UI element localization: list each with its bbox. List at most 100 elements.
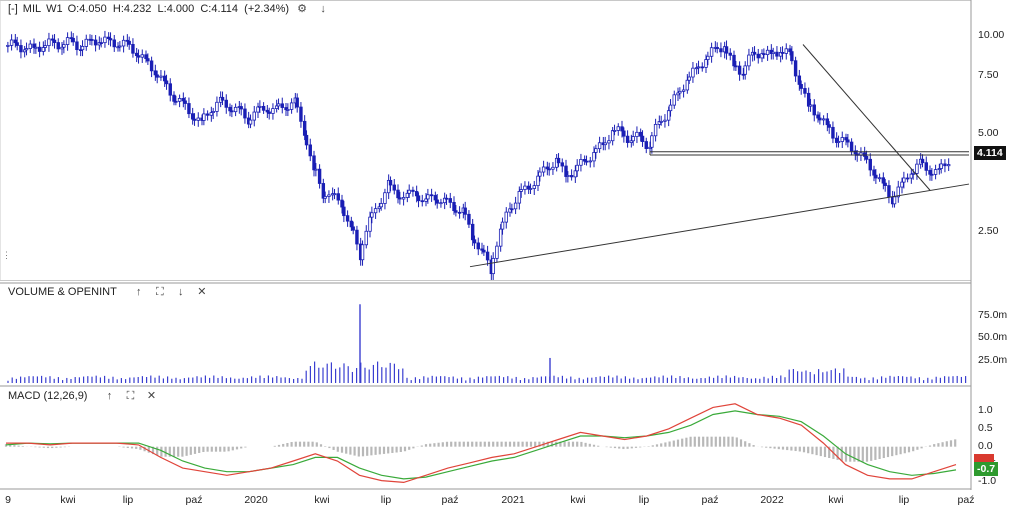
candle-body bbox=[386, 179, 391, 194]
candle-body bbox=[332, 193, 337, 196]
macd-lines bbox=[5, 403, 957, 484]
candle-body bbox=[136, 55, 141, 58]
candle-body bbox=[806, 92, 811, 107]
candle-body bbox=[844, 137, 848, 141]
candle-body bbox=[349, 220, 354, 228]
time-tick-label: 9 bbox=[5, 494, 11, 506]
candle-body bbox=[202, 113, 206, 121]
time-tick-label: kwi bbox=[828, 494, 844, 506]
candle-body bbox=[900, 181, 904, 188]
candle-body bbox=[153, 70, 158, 76]
candle-body bbox=[676, 92, 680, 96]
candle-body bbox=[215, 101, 219, 112]
gear-icon[interactable]: ⚙ bbox=[297, 3, 308, 15]
candle-body bbox=[71, 37, 75, 43]
candle-body bbox=[864, 155, 869, 160]
candle-body bbox=[168, 83, 172, 96]
candle-body bbox=[433, 195, 438, 201]
candle-body bbox=[183, 100, 187, 104]
time-tick-label: 2021 bbox=[501, 494, 525, 506]
maximize-icon[interactable]: ⛶ bbox=[126, 390, 135, 402]
candle-body bbox=[220, 96, 225, 101]
price-tick-label: 5.00 bbox=[978, 126, 999, 139]
candle-body bbox=[760, 53, 764, 59]
candle-body bbox=[274, 105, 279, 109]
candle-body bbox=[892, 196, 897, 205]
candle-body bbox=[685, 79, 690, 91]
candle-body bbox=[612, 130, 617, 132]
candle-body bbox=[22, 49, 27, 53]
candle-body bbox=[808, 104, 813, 107]
candle-body bbox=[233, 106, 238, 113]
candle-body bbox=[741, 73, 746, 76]
candle-body bbox=[582, 159, 587, 162]
candle-body bbox=[747, 54, 751, 67]
candle-body bbox=[629, 140, 634, 143]
candle-body bbox=[704, 59, 708, 68]
interval-label[interactable]: W1 bbox=[46, 3, 63, 15]
candle-body bbox=[239, 106, 243, 110]
candle-body bbox=[407, 189, 411, 194]
candle-body bbox=[564, 165, 568, 177]
time-tick-label: kwi bbox=[60, 494, 76, 506]
candle-body bbox=[687, 76, 691, 81]
candle-body bbox=[840, 137, 844, 142]
candle-body bbox=[373, 208, 378, 214]
candle-body bbox=[517, 190, 522, 204]
arrow-down-icon[interactable]: ↓ bbox=[320, 3, 326, 15]
candle-body bbox=[485, 251, 490, 261]
candle-body bbox=[435, 199, 439, 204]
close-icon[interactable]: ✕ bbox=[197, 286, 207, 298]
candle-body bbox=[513, 202, 518, 210]
candle-body bbox=[946, 164, 951, 167]
candle-body bbox=[146, 58, 150, 62]
candle-body bbox=[909, 173, 914, 179]
candle-body bbox=[355, 229, 359, 245]
candle-body bbox=[9, 39, 14, 46]
candle-body bbox=[411, 189, 415, 192]
candle-body bbox=[831, 126, 835, 139]
candle-body bbox=[905, 177, 910, 180]
candle-body bbox=[659, 120, 663, 123]
candle-body bbox=[106, 36, 111, 39]
candle-body bbox=[803, 88, 807, 94]
close-icon[interactable]: ✕ bbox=[146, 390, 157, 402]
candle-body bbox=[155, 74, 159, 78]
candle-body bbox=[383, 192, 387, 204]
move-up-icon[interactable]: ↑ bbox=[106, 390, 113, 402]
candle-body bbox=[541, 166, 546, 173]
candle-body bbox=[444, 197, 449, 200]
candle-body bbox=[743, 65, 747, 75]
move-down-icon[interactable]: ↓ bbox=[178, 286, 184, 298]
candle-body bbox=[90, 39, 94, 41]
candle-body bbox=[653, 123, 658, 137]
signal-line bbox=[5, 410, 957, 480]
candle-body bbox=[467, 213, 471, 225]
volume-tick-label: 75.0m bbox=[978, 308, 1008, 321]
candle-body bbox=[650, 135, 654, 148]
candle-body bbox=[584, 160, 589, 163]
candle-body bbox=[295, 97, 299, 108]
window-toggle-button[interactable]: [-] bbox=[8, 3, 18, 15]
candle-body bbox=[588, 160, 592, 163]
move-up-icon[interactable]: ↑ bbox=[136, 286, 142, 298]
candle-body bbox=[504, 211, 508, 223]
candle-body bbox=[127, 40, 131, 45]
candle-body bbox=[50, 38, 55, 41]
candle-body bbox=[681, 89, 686, 92]
candle-body bbox=[323, 196, 327, 199]
panel-resize-handle[interactable]: ⋮ bbox=[2, 250, 11, 260]
candle-body bbox=[532, 185, 536, 189]
candle-body bbox=[547, 168, 551, 171]
candle-body bbox=[396, 189, 400, 199]
maximize-icon[interactable]: ⛶ bbox=[155, 286, 164, 298]
candle-body bbox=[657, 121, 662, 125]
candle-body bbox=[261, 105, 266, 111]
macd-title: MACD (12,26,9) bbox=[8, 390, 88, 402]
candle-body bbox=[635, 131, 639, 137]
candle-body bbox=[625, 135, 630, 143]
candle-body bbox=[351, 226, 355, 231]
candle-body bbox=[709, 47, 714, 57]
candle-body bbox=[603, 142, 607, 146]
